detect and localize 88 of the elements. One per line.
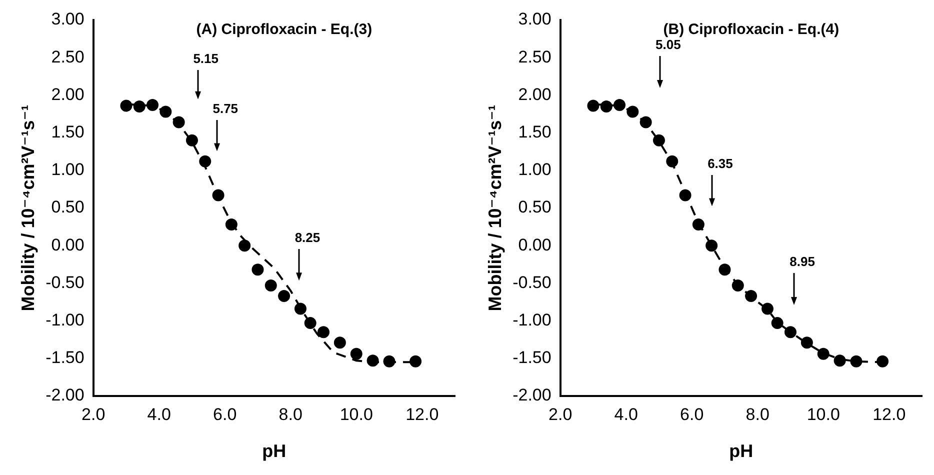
point bbox=[626, 106, 639, 118]
point bbox=[238, 240, 251, 252]
point bbox=[692, 218, 704, 231]
y-tick-label: 2.00 bbox=[51, 84, 84, 104]
point bbox=[614, 98, 626, 111]
point bbox=[761, 302, 774, 315]
y-axis-title: Mobility / 10⁻⁴cm²V⁻¹s⁻¹ bbox=[18, 104, 38, 312]
point bbox=[745, 290, 758, 302]
y-tick-label: -1.00 bbox=[46, 310, 84, 330]
point bbox=[784, 326, 796, 338]
y-tick-label: -1.50 bbox=[46, 348, 84, 368]
point bbox=[800, 336, 813, 349]
point bbox=[640, 116, 652, 128]
point bbox=[876, 355, 889, 368]
y-tick-label: 0.50 bbox=[518, 198, 552, 217]
point bbox=[366, 354, 379, 367]
y-tick-label: 1.50 bbox=[51, 122, 84, 142]
annotation: 6.35 bbox=[708, 156, 733, 171]
y-tick-label: 2.50 bbox=[518, 47, 552, 66]
point bbox=[304, 317, 316, 330]
point bbox=[817, 348, 830, 360]
point bbox=[350, 348, 362, 360]
x-tick-label: 12.0 bbox=[872, 404, 906, 424]
point bbox=[587, 100, 600, 112]
point bbox=[146, 98, 159, 111]
point bbox=[160, 106, 172, 118]
point bbox=[212, 189, 224, 202]
y-tick-label: 1.50 bbox=[518, 122, 552, 142]
y-tick-label: 1.00 bbox=[518, 160, 552, 180]
y-tick-label: 0.50 bbox=[51, 198, 84, 217]
x-tick-label: 6.0 bbox=[680, 404, 704, 424]
y-tick-label: -0.50 bbox=[512, 272, 552, 292]
annotation: 8.95 bbox=[790, 254, 815, 270]
y-tick-label: 0.00 bbox=[51, 235, 84, 254]
annotation: 8.25 bbox=[294, 230, 320, 246]
annotation: 5.05 bbox=[656, 37, 681, 52]
point bbox=[834, 354, 846, 367]
y-tick-label: 1.00 bbox=[51, 160, 84, 180]
point bbox=[294, 302, 306, 315]
x-tick-label: 4.0 bbox=[147, 404, 171, 424]
y-tick-label: -1.00 bbox=[512, 310, 552, 330]
y-tick-label: 2.00 bbox=[518, 84, 552, 104]
point bbox=[383, 355, 396, 368]
point bbox=[225, 218, 238, 231]
chart-title: (A) Ciprofloxacin - Eq.(3) bbox=[196, 21, 372, 38]
point bbox=[666, 155, 678, 168]
point bbox=[706, 240, 718, 252]
y-tick-label: 2.50 bbox=[51, 47, 84, 66]
point bbox=[850, 355, 862, 368]
y-tick-label: -2.00 bbox=[512, 386, 552, 405]
point bbox=[278, 290, 290, 302]
point bbox=[133, 100, 146, 112]
x-axis-title: pH bbox=[729, 441, 754, 462]
point bbox=[600, 100, 612, 112]
annotation: 5.75 bbox=[212, 100, 238, 116]
y-axis-title: Mobility / 10⁻⁴cm²V⁻¹s⁻¹ bbox=[484, 104, 505, 312]
x-axis-title: pH bbox=[262, 441, 286, 462]
x-tick-label: 6.0 bbox=[213, 404, 237, 424]
point bbox=[652, 134, 665, 146]
y-tick-label: 3.00 bbox=[51, 10, 84, 29]
point bbox=[172, 116, 185, 128]
point bbox=[334, 336, 346, 349]
y-tick-label: -0.50 bbox=[46, 272, 84, 292]
point bbox=[679, 189, 692, 202]
x-tick-label: 10.0 bbox=[340, 404, 373, 424]
x-tick-label: 12.0 bbox=[406, 404, 439, 424]
point bbox=[732, 279, 744, 292]
point bbox=[186, 134, 198, 146]
x-tick-label: 4.0 bbox=[614, 404, 638, 424]
y-tick-label: -2.00 bbox=[46, 386, 84, 405]
y-tick-label: 3.00 bbox=[518, 10, 552, 29]
point bbox=[410, 355, 422, 368]
chart-title: (B) Ciprofloxacin - Eq.(4) bbox=[663, 21, 840, 38]
point bbox=[264, 279, 277, 292]
x-tick-label: 10.0 bbox=[806, 404, 840, 424]
y-tick-label: 0.00 bbox=[518, 235, 552, 254]
x-tick-label: 2.0 bbox=[82, 404, 106, 424]
x-tick-label: 8.0 bbox=[278, 404, 302, 424]
point bbox=[771, 317, 784, 330]
point bbox=[252, 264, 264, 276]
y-tick-label: -1.50 bbox=[512, 348, 552, 368]
point bbox=[199, 155, 212, 168]
annotation: 5.15 bbox=[193, 50, 219, 66]
x-tick-label: 2.0 bbox=[548, 404, 572, 424]
point bbox=[317, 326, 330, 338]
point bbox=[718, 264, 731, 276]
x-tick-label: 8.0 bbox=[746, 404, 770, 424]
point bbox=[120, 100, 132, 112]
